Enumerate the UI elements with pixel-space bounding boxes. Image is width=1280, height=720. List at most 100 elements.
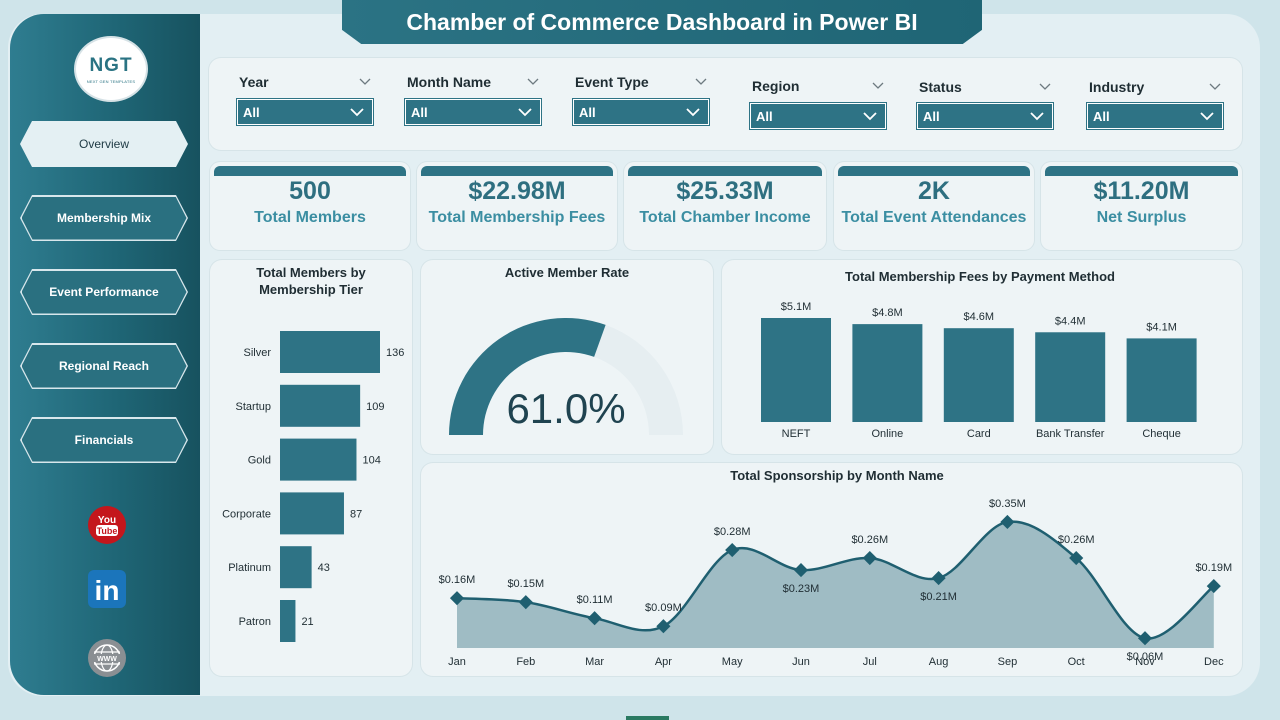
sponsorship-value-label: $0.21M — [920, 591, 957, 603]
tier-label: Patron — [239, 616, 271, 628]
tier-label: Gold — [248, 455, 271, 467]
nav-membership-mix[interactable]: Membership Mix — [20, 195, 188, 241]
sponsorship-value-label: $0.16M — [439, 574, 476, 586]
payment-value-label: $5.1M — [781, 301, 812, 313]
sponsorship-value-label: $0.23M — [783, 583, 820, 595]
chevron-down-icon — [686, 108, 700, 117]
members-by-tier-chart: Silver 136 Startup 109 Gold 104 Corporate 87 Pla… — [222, 331, 404, 642]
sponsorship-month-label: May — [722, 656, 743, 668]
payment-bar — [1035, 332, 1106, 422]
fees-by-payment-chart: $5.1M NEFT $4.8M Online $4.6M Card $4.4M Bank T… — [761, 301, 1197, 440]
tier-value-label: 87 — [350, 508, 362, 520]
payment-bar — [1126, 338, 1197, 422]
payment-bar — [852, 324, 923, 422]
tier-value-label: 43 — [318, 562, 330, 574]
linkedin-text: in — [95, 575, 120, 606]
sponsorship-month-label: Apr — [655, 656, 672, 668]
tier-bar — [280, 331, 380, 373]
kpi-value: $22.98M — [468, 177, 566, 205]
kpi-card-total-members: 500 Total Members — [210, 162, 410, 250]
filter-panel — [209, 58, 1242, 150]
nav-label: Membership Mix — [56, 211, 152, 225]
chevron-down-icon[interactable] — [695, 78, 707, 86]
tier-label: Corporate — [222, 508, 271, 520]
payment-category-label: NEFT — [782, 428, 811, 440]
youtube-icon[interactable]: You Tube — [87, 505, 127, 545]
sponsorship-point — [449, 591, 465, 606]
gauge-value-label: 61.0% — [506, 385, 625, 432]
tier-value-label: 21 — [301, 616, 313, 628]
gauge-fill — [449, 318, 606, 435]
nav-label: Overview — [78, 137, 129, 151]
chevron-down-icon[interactable] — [359, 78, 371, 86]
nav-event-performance[interactable]: Event Performance — [20, 269, 188, 315]
nav-regional-reach[interactable]: Regional Reach — [20, 343, 188, 389]
sponsorship-value-label: $0.15M — [507, 578, 544, 590]
sponsorship-value-label: $0.26M — [851, 534, 888, 546]
tier-bar — [280, 600, 296, 642]
slicer-dropdown[interactable]: All — [236, 98, 374, 126]
slicer-dropdown[interactable]: All — [572, 98, 710, 126]
active-member-rate-gauge: 61.0% — [449, 318, 683, 435]
kpi-label: Net Surplus — [1096, 209, 1187, 226]
tier-bar — [280, 438, 357, 481]
www-icon[interactable]: WWW — [87, 638, 127, 678]
slicer-title: Industry — [1089, 79, 1145, 95]
slicer-value: All — [243, 104, 260, 120]
page-tabs-strip — [626, 716, 669, 720]
kpi-value: 500 — [289, 177, 331, 205]
kpi-label: Total Members — [254, 209, 366, 226]
sponsorship-chart: $0.16M Jan $0.15M Feb $0.11M Mar $0.09M Apr $0.2… — [439, 498, 1233, 668]
slicer-dropdown[interactable]: All — [404, 98, 542, 126]
nav-financials[interactable]: Financials — [20, 417, 188, 463]
slicer-title: Month Name — [407, 74, 491, 90]
logo-text: NGT — [89, 54, 133, 76]
kpi-card-membership-fees: $22.98M Total Membership Fees — [417, 162, 617, 250]
slicer-title: Status — [919, 79, 962, 95]
sponsorship-point — [1137, 631, 1153, 646]
sponsorship-value-label: $0.35M — [989, 498, 1026, 510]
logo: NGT NEXT GEN TEMPLATES — [74, 36, 148, 102]
logo-subtext: NEXT GEN TEMPLATES — [86, 78, 136, 84]
slicer-value: All — [756, 108, 773, 124]
kpi-label: Total Chamber Income — [639, 209, 811, 226]
payment-value-label: $4.6M — [964, 311, 995, 323]
tier-bar — [280, 546, 312, 589]
payment-value-label: $4.1M — [1146, 321, 1177, 333]
chevron-down-icon[interactable] — [1209, 83, 1221, 91]
slicer-dropdown[interactable]: All — [916, 102, 1054, 130]
kpi-value: $11.20M — [1093, 177, 1190, 205]
sponsorship-point — [1000, 514, 1015, 530]
sponsorship-value-label: $0.19M — [1195, 562, 1232, 574]
slicer-value: All — [411, 104, 428, 120]
chevron-down-icon[interactable] — [527, 78, 539, 86]
slicer-title: Event Type — [575, 74, 649, 90]
payment-bar — [943, 328, 1014, 422]
payment-category-label: Online — [872, 428, 904, 440]
slicer-dropdown[interactable]: All — [749, 102, 887, 130]
chevron-down-icon — [863, 112, 877, 121]
sponsorship-area — [457, 521, 1214, 648]
sponsorship-month-label: Mar — [585, 656, 604, 668]
chevron-down-icon[interactable] — [1039, 83, 1051, 91]
nav-overview[interactable]: Overview — [20, 121, 188, 167]
tier-bar — [280, 492, 344, 535]
fees-by-payment-title: Total Membership Fees by Payment Method — [845, 269, 1115, 284]
tier-label: Silver — [243, 347, 271, 359]
nav-label: Event Performance — [49, 285, 159, 299]
nav-label: Regional Reach — [58, 359, 150, 373]
slicer-dropdown[interactable]: All — [1086, 102, 1224, 130]
kpi-card-net-surplus: $11.20M Net Surplus — [1041, 162, 1242, 250]
chevron-down-icon — [518, 108, 532, 117]
members-by-tier-title: Total Members by Membership Tier — [256, 265, 366, 297]
chevron-down-icon[interactable] — [872, 82, 884, 90]
tier-value-label: 109 — [366, 401, 384, 413]
sponsorship-month-label: Dec — [1204, 656, 1224, 668]
linkedin-icon[interactable]: in — [87, 569, 127, 609]
payment-category-label: Card — [967, 428, 991, 440]
sponsorship-month-label: Aug — [929, 656, 949, 668]
tier-bar — [280, 384, 361, 427]
youtube-top-text: You — [98, 515, 116, 526]
sponsorship-month-label: Jan — [448, 656, 466, 668]
www-text: WWW — [97, 656, 117, 663]
